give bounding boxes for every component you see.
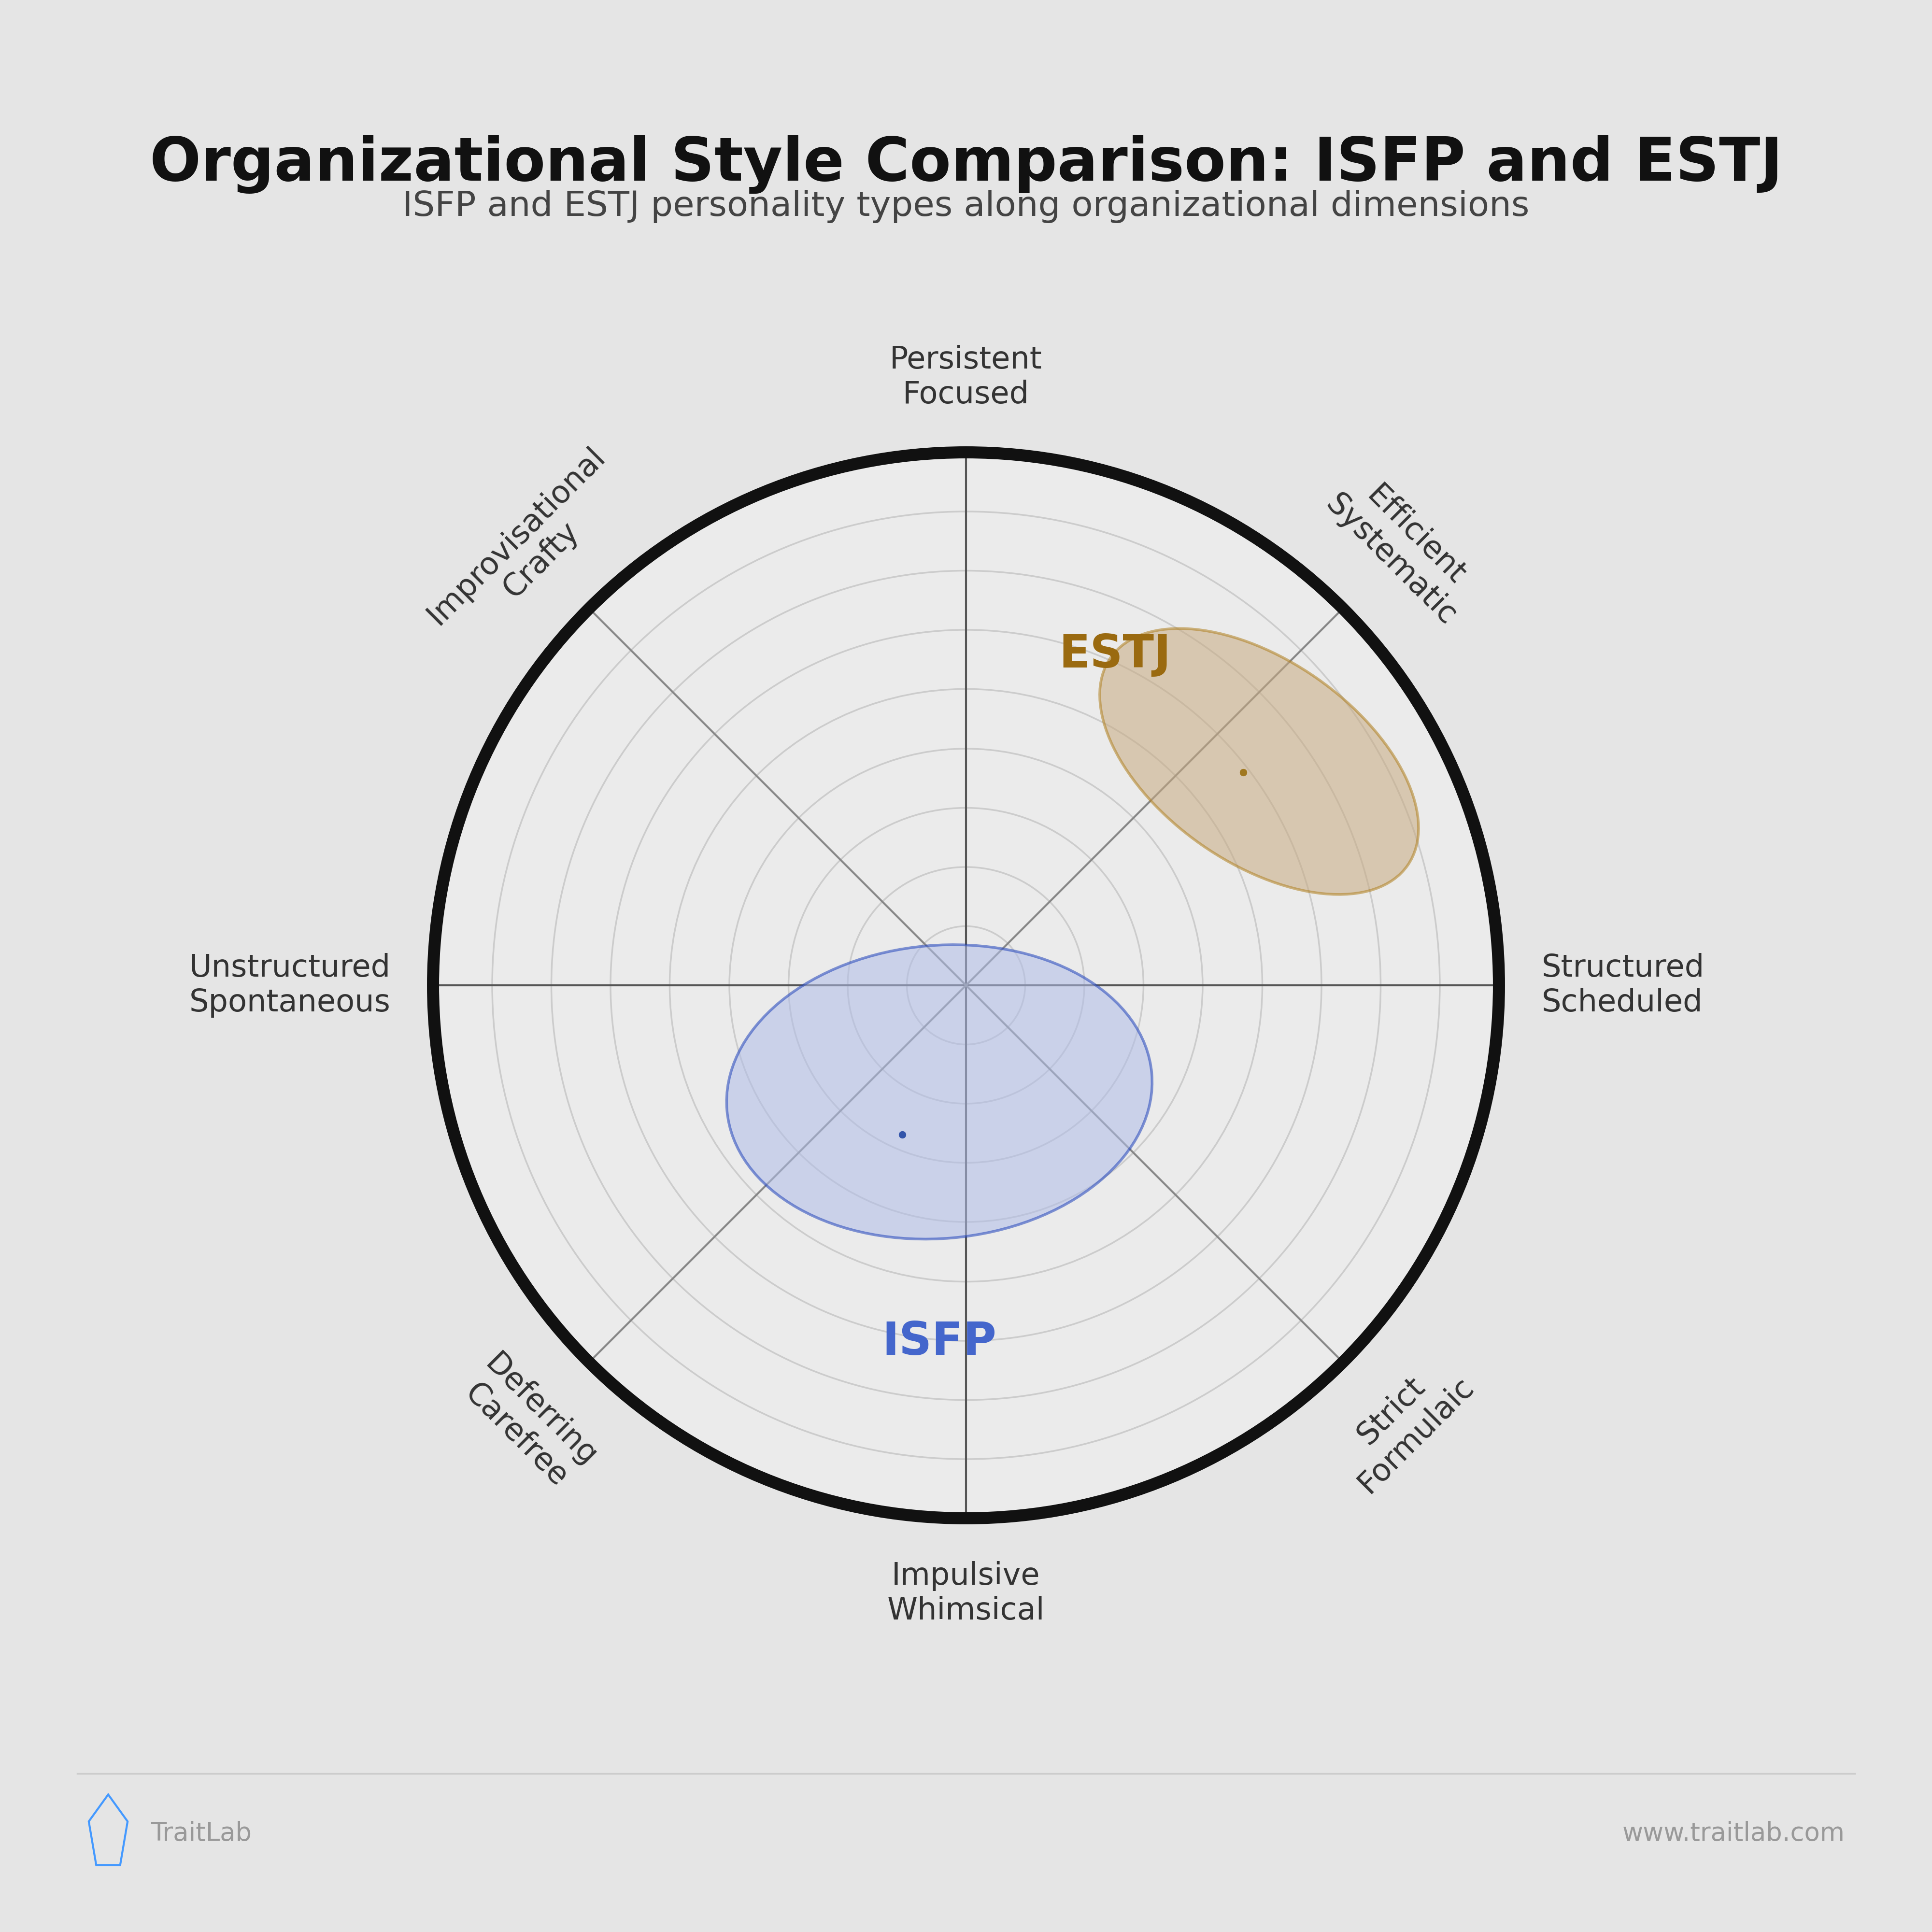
Text: ISFP and ESTJ personality types along organizational dimensions: ISFP and ESTJ personality types along or… bbox=[402, 189, 1530, 224]
Text: Organizational Style Comparison: ISFP and ESTJ: Organizational Style Comparison: ISFP an… bbox=[149, 135, 1783, 193]
Ellipse shape bbox=[1099, 628, 1418, 895]
Text: TraitLab: TraitLab bbox=[151, 1820, 251, 1847]
Text: Persistent
Focused: Persistent Focused bbox=[891, 346, 1041, 410]
Text: Impulsive
Whimsical: Impulsive Whimsical bbox=[887, 1561, 1045, 1625]
Text: ESTJ: ESTJ bbox=[1059, 632, 1171, 676]
Circle shape bbox=[433, 452, 1499, 1519]
Text: ISFP: ISFP bbox=[883, 1320, 997, 1364]
Text: Deferring
Carefree: Deferring Carefree bbox=[454, 1349, 603, 1497]
Text: Strict
Formulaic: Strict Formulaic bbox=[1327, 1347, 1480, 1499]
Text: www.traitlab.com: www.traitlab.com bbox=[1623, 1820, 1845, 1847]
Text: Improvisational
Crafty: Improvisational Crafty bbox=[421, 440, 636, 655]
Text: Unstructured
Spontaneous: Unstructured Spontaneous bbox=[189, 952, 390, 1018]
Text: Structured
Scheduled: Structured Scheduled bbox=[1542, 952, 1704, 1018]
Ellipse shape bbox=[726, 945, 1151, 1238]
Text: Efficient
Systematic: Efficient Systematic bbox=[1320, 464, 1488, 632]
